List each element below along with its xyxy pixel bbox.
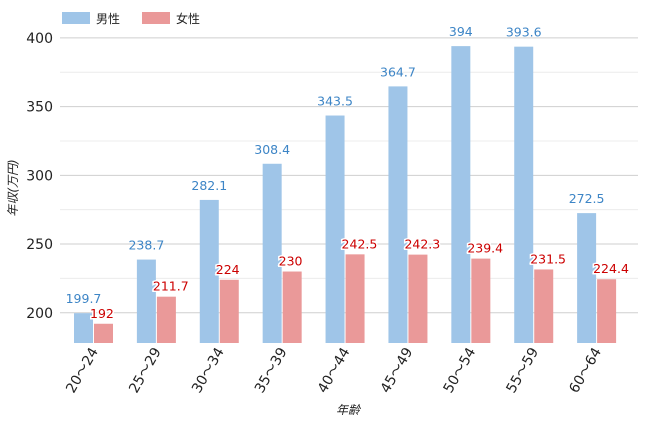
data-label-female: 224.4 <box>593 261 629 276</box>
legend-swatch-female <box>142 12 171 24</box>
bars-group <box>74 46 617 344</box>
y-tick-labels: 200 250 300 350 400 <box>26 31 53 322</box>
x-tick-label: 20〜24 <box>63 345 102 396</box>
x-axis-label: 年齢 <box>336 403 362 417</box>
bar-male[interactable] <box>74 313 93 343</box>
data-label-male: 308.4 <box>254 142 290 157</box>
data-label-female: 211.7 <box>153 279 189 294</box>
data-label-male: 199.7 <box>66 291 102 306</box>
y-tick-label: 250 <box>26 237 53 253</box>
bar-male[interactable] <box>136 259 156 343</box>
bar-female[interactable] <box>94 323 113 343</box>
bar-male[interactable] <box>388 86 408 343</box>
x-tick-label: 25〜29 <box>126 345 165 396</box>
data-label-female: 224 <box>216 262 240 277</box>
x-tick-label: 50〜54 <box>441 345 480 396</box>
bar-female[interactable] <box>471 258 491 343</box>
data-label-male: 393.6 <box>506 25 542 40</box>
x-tick-label: 35〜39 <box>252 345 291 396</box>
bar-male[interactable] <box>577 213 597 343</box>
data-label-male: 272.5 <box>569 191 605 206</box>
legend-item-male[interactable]: 男性 <box>62 10 120 27</box>
bar-male[interactable] <box>199 199 219 343</box>
y-tick-label: 300 <box>26 168 53 184</box>
y-tick-label: 200 <box>26 306 53 322</box>
x-tick-label: 60〜64 <box>566 345 605 396</box>
legend-label-male: 男性 <box>96 11 121 26</box>
y-tick-label: 350 <box>26 100 53 116</box>
y-tick-label: 400 <box>26 31 53 47</box>
bar-male[interactable] <box>451 46 471 343</box>
data-label-female: 192 <box>90 306 114 321</box>
chart-legend: 男性 女性 <box>62 10 222 26</box>
bar-male[interactable] <box>262 163 282 343</box>
bar-female[interactable] <box>534 269 554 343</box>
data-label-female: 242.5 <box>342 236 378 251</box>
bar-female[interactable] <box>219 279 239 343</box>
data-label-female: 231.5 <box>530 251 566 266</box>
bar-female[interactable] <box>282 271 302 343</box>
data-label-male: 282.1 <box>191 178 227 193</box>
data-label-male: 238.7 <box>128 238 164 253</box>
y-axis-label: 年収(万円) <box>6 159 20 216</box>
legend-item-female[interactable]: 女性 <box>142 10 200 27</box>
bar-female[interactable] <box>156 296 176 343</box>
x-tick-label: 45〜49 <box>378 345 417 396</box>
legend-label-female: 女性 <box>176 11 201 26</box>
bar-female[interactable] <box>345 254 365 343</box>
data-label-male: 394 <box>449 24 473 39</box>
x-tick-label: 30〜34 <box>189 345 228 396</box>
x-tick-label: 40〜44 <box>315 345 354 396</box>
bar-male[interactable] <box>514 46 534 344</box>
x-tick-labels: 20〜24 25〜29 30〜34 35〜39 40〜44 45〜49 50〜54 55〜59… <box>63 345 605 396</box>
data-label-female: 239.4 <box>467 241 503 256</box>
data-label-female: 242.3 <box>404 237 440 252</box>
bar-female[interactable] <box>597 279 617 343</box>
data-label-female: 230 <box>279 254 303 269</box>
data-label-male: 343.5 <box>317 94 353 109</box>
bar-female[interactable] <box>408 254 428 343</box>
x-tick-label: 55〜59 <box>504 345 543 396</box>
bar-male[interactable] <box>325 115 345 343</box>
data-label-male: 364.7 <box>380 64 416 79</box>
legend-swatch-male <box>62 12 90 24</box>
